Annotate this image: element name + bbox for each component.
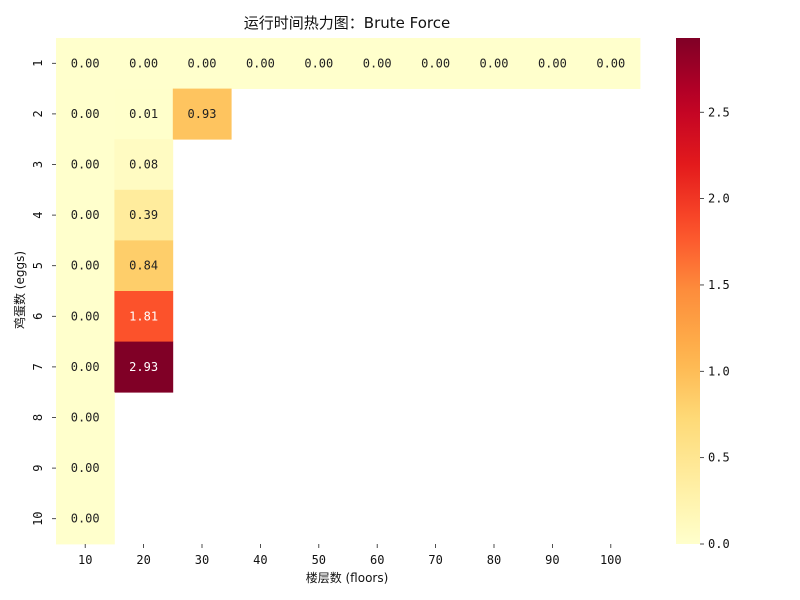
y-tick-label: 5	[31, 262, 45, 269]
cell-value-label: 0.39	[129, 208, 158, 222]
cell-value-label: 1.81	[129, 309, 158, 323]
heatmap-cell	[581, 38, 641, 89]
heatmap-cell	[231, 38, 290, 89]
cell-value-label: 0.00	[246, 56, 275, 70]
heatmap-cell	[56, 240, 115, 292]
cell-value-label: 0.00	[71, 56, 100, 70]
heatmap-cell	[523, 38, 582, 89]
x-tick-label: 80	[487, 553, 501, 567]
x-tick-label: 100	[600, 553, 622, 567]
y-axis-ticks: 1 2 3 4 5 6 7 8 9 10	[31, 60, 56, 526]
heatmap-cell	[172, 38, 232, 89]
y-tick-label: 4	[31, 211, 45, 218]
y-tick-label: 1	[31, 60, 45, 67]
x-axis-label: 楼层数 (floors)	[306, 570, 389, 585]
colorbar-tick-label: 1.5	[708, 278, 730, 292]
heatmap-cell	[56, 442, 115, 494]
y-axis-label: 鸡蛋数 (eggs)	[12, 251, 27, 329]
cell-value-label: 0.00	[363, 56, 392, 70]
cell-value-label: 0.00	[538, 56, 567, 70]
heatmap-cell	[114, 341, 174, 393]
colorbar-tick-label: 0.0	[708, 537, 730, 551]
heatmap-cell	[464, 38, 524, 89]
cell-value-label: 0.08	[129, 158, 158, 172]
cell-value-label: 0.00	[71, 107, 100, 121]
heatmap-cell	[114, 38, 174, 89]
heatmap-cell	[56, 341, 115, 393]
cell-value-label: 0.00	[188, 56, 217, 70]
y-tick-label: 2	[31, 110, 45, 117]
colorbar-tick-label: 1.0	[708, 364, 730, 378]
heatmap-cell	[56, 88, 115, 140]
heatmap-cell	[114, 139, 174, 191]
colorbar-tick-label: 0.5	[708, 451, 730, 465]
x-tick-label: 60	[370, 553, 384, 567]
cell-value-label: 0.00	[71, 158, 100, 172]
x-tick-label: 70	[428, 553, 442, 567]
cell-value-label: 0.00	[129, 56, 158, 70]
heatmap-cell	[114, 88, 174, 140]
cell-value-label: 0.00	[71, 512, 100, 526]
x-axis-ticks: 10 20 30 40 50 60 70 80 90 100	[78, 544, 622, 567]
colorbar-tick-label: 2.5	[708, 105, 730, 119]
heatmap-cell	[56, 493, 115, 545]
cell-value-label: 0.00	[596, 56, 625, 70]
heatmap-cell	[56, 139, 115, 191]
y-tick-label: 3	[31, 161, 45, 168]
heatmap-cell	[289, 38, 349, 89]
heatmap-cell	[56, 189, 115, 241]
y-tick-label: 6	[31, 313, 45, 320]
cell-value-label: 0.84	[129, 259, 158, 273]
x-tick-label: 90	[545, 553, 559, 567]
cell-value-label: 0.93	[188, 107, 217, 121]
cell-value-label: 0.00	[480, 56, 509, 70]
heatmap-cell	[114, 291, 174, 342]
y-tick-label: 7	[31, 363, 45, 370]
cell-value-label: 0.00	[71, 461, 100, 475]
heatmap-cell	[56, 38, 115, 89]
heatmap-cell	[406, 38, 466, 89]
heatmap-cell	[114, 240, 174, 292]
heatmap-cell	[56, 291, 115, 342]
cell-value-label: 0.00	[421, 56, 450, 70]
x-tick-label: 30	[195, 553, 209, 567]
x-tick-label: 20	[136, 553, 150, 567]
cell-value-label: 0.00	[71, 360, 100, 374]
cell-value-label: 0.00	[304, 56, 333, 70]
colorbar-ticks: 0.0 0.5 1.0 1.5 2.0 2.5	[700, 105, 730, 551]
cell-value-label: 0.01	[129, 107, 158, 121]
cell-value-label: 0.00	[71, 411, 100, 425]
colorbar	[676, 38, 700, 544]
cell-value-label: 2.93	[129, 360, 158, 374]
x-tick-label: 10	[78, 553, 92, 567]
heatmap-cell	[56, 392, 115, 444]
y-tick-label: 8	[31, 414, 45, 421]
heatmap-cells: 0.00 0.00 0.00 0.00 0.00 0.00 0.00 0.00 0.00 0.00…	[56, 38, 641, 545]
y-tick-label: 10	[31, 511, 45, 525]
cell-value-label: 0.00	[71, 208, 100, 222]
heatmap-cell	[114, 189, 174, 241]
heatmap-cell	[348, 38, 407, 89]
colorbar-tick-label: 2.0	[708, 192, 730, 206]
cell-value-label: 0.00	[71, 259, 100, 273]
cell-value-label: 0.00	[71, 309, 100, 323]
x-tick-label: 50	[312, 553, 326, 567]
heatmap-cell	[172, 88, 232, 140]
chart-title: 运行时间热力图：Brute Force	[244, 14, 450, 32]
y-tick-label: 9	[31, 464, 45, 471]
x-tick-label: 40	[253, 553, 267, 567]
